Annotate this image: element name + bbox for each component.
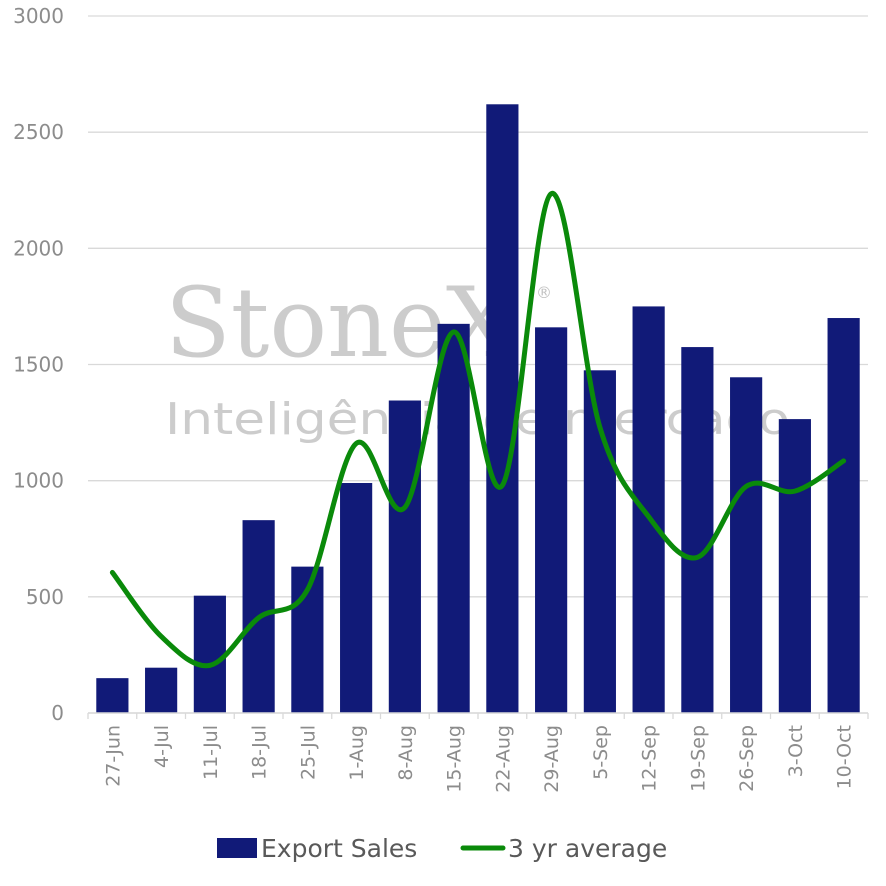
bar-export-sales-10-Oct: [827, 318, 860, 713]
x-tick-label: 25-Jul: [297, 725, 319, 780]
y-tick-label: 2500: [13, 120, 64, 144]
legend-swatch-export-sales: [217, 838, 257, 858]
bar-export-sales-3-Oct: [778, 419, 811, 713]
y-tick-label: 0: [51, 701, 64, 725]
x-tick-label: 1-Aug: [346, 725, 368, 781]
bars-layer: [96, 104, 860, 713]
x-tick-label: 15-Aug: [444, 725, 466, 793]
bar-export-sales-1-Aug: [340, 482, 373, 713]
bar-export-sales-26-Sep: [730, 377, 763, 713]
bar-export-sales-12-Sep: [632, 306, 665, 713]
x-tick-label: 26-Sep: [736, 725, 758, 792]
x-tick-label: 11-Jul: [200, 725, 222, 780]
legend-label-export-sales: Export Sales: [261, 834, 417, 863]
x-tick-label: 5-Sep: [590, 725, 612, 780]
x-tick-label: 22-Aug: [492, 725, 514, 793]
x-tick-label: 27-Jun: [102, 725, 124, 787]
y-tick-label: 1000: [13, 469, 64, 493]
watermark-registered: ®: [536, 283, 552, 302]
grid-layer: 0 500 1000 1500 2000 2500 3000: [13, 4, 868, 725]
y-tick-label: 2000: [13, 236, 64, 260]
x-tick-label: 12-Sep: [639, 725, 661, 792]
x-tick-label: 19-Sep: [687, 725, 709, 792]
bar-export-sales-8-Aug: [388, 400, 421, 713]
line-layer: [109, 191, 847, 669]
x-tick-label: 10-Oct: [834, 725, 856, 789]
y-tick-label: 1500: [13, 353, 64, 377]
bar-export-sales-27-Jun: [96, 678, 129, 713]
x-tick-label: 4-Jul: [151, 725, 173, 768]
legend: Export Sales 3 yr average: [217, 834, 667, 863]
x-tick-label: 18-Jul: [249, 725, 271, 780]
bar-export-sales-19-Sep: [681, 347, 714, 713]
legend-label-3yr-average: 3 yr average: [508, 834, 667, 863]
y-tick-label: 500: [26, 585, 64, 609]
x-tick-label: 8-Aug: [395, 725, 417, 781]
x-tick-label: 29-Aug: [541, 725, 563, 793]
y-tick-label: 3000: [13, 4, 64, 28]
bar-export-sales-15-Aug: [437, 323, 470, 713]
bar-export-sales-11-Jul: [193, 595, 226, 713]
bar-export-sales-22-Aug: [486, 104, 519, 713]
x-tick-label: 3-Oct: [785, 725, 807, 777]
axis-layer: 27-Jun 4-Jul 11-Jul 18-Jul 25-Jul 1-Aug 8-Aug 1…: [87, 712, 869, 793]
line-3yr-average: [109, 191, 847, 669]
bar-export-sales-4-Jul: [145, 667, 178, 713]
bar-export-sales-29-Aug: [535, 327, 568, 713]
